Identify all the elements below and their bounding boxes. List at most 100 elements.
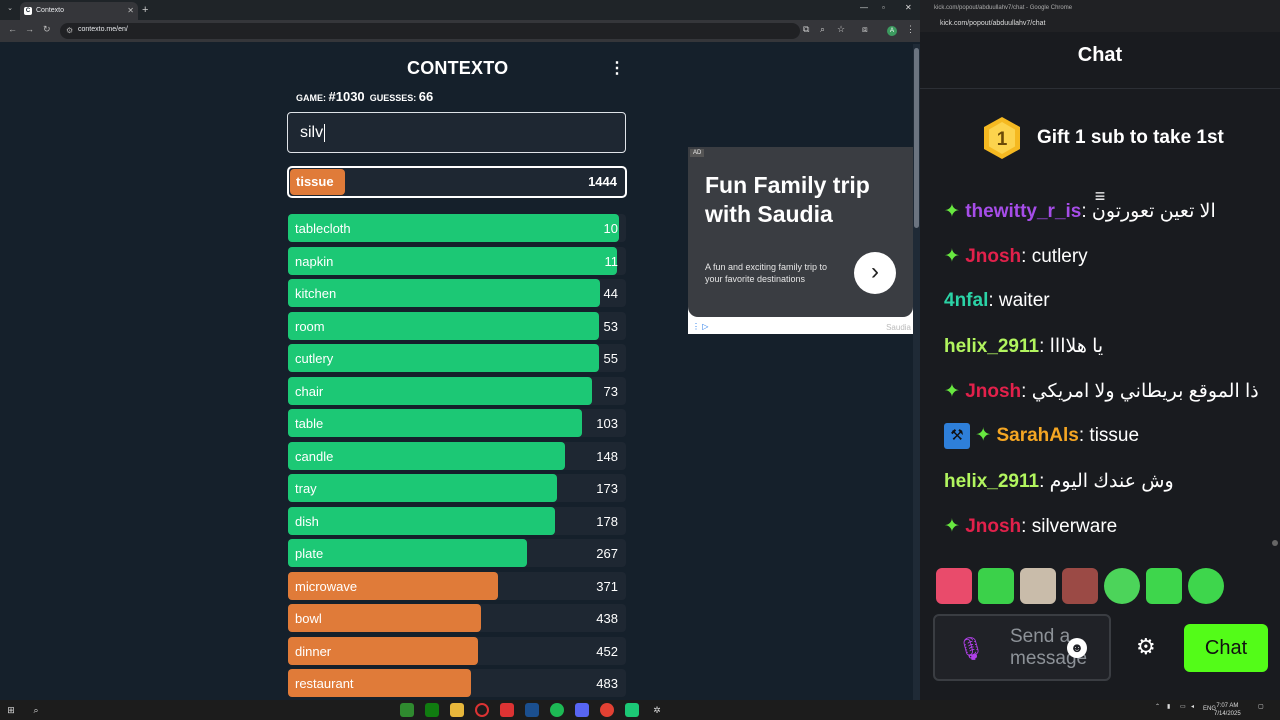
page-scrollbar-thumb[interactable] <box>914 48 919 228</box>
contexto-browser-window: ⌄ C Contexto ✕ + — ▫ ✕ ← → ↻ ⚙ contexto.… <box>0 0 920 700</box>
guess-rank: 178 <box>596 513 618 529</box>
chat-message: ✦ Jnosh: ذا الموقع بريطاني ولا امريكي <box>944 381 1259 402</box>
emote-glasses-icon[interactable] <box>1104 568 1140 604</box>
text-caret <box>324 123 326 142</box>
sparkle-badge-icon: ✦ <box>944 201 960 222</box>
chat-username[interactable]: Jnosh <box>965 516 1022 537</box>
chat-settings-gear-icon[interactable]: ⚙ <box>1136 634 1156 659</box>
guess-input[interactable]: silv <box>287 112 626 153</box>
chat-text: cutlery <box>1031 246 1088 267</box>
page-scrollbar[interactable] <box>913 44 920 700</box>
chrome-menu-icon[interactable]: ⋮ <box>906 24 915 34</box>
guess-word: bowl <box>295 611 322 626</box>
game-stats: GAME: #1030 GUESSES: 66 <box>296 89 433 104</box>
language-indicator[interactable]: ENG <box>1203 706 1217 712</box>
tray-network-icon[interactable]: ▭ <box>1180 704 1186 710</box>
chat-heading: Chat <box>1077 44 1123 66</box>
chat-username[interactable]: thewitty_r_is <box>965 201 1082 222</box>
chat-divider <box>920 88 1280 89</box>
zoom-icon[interactable]: ⌕ <box>820 24 826 34</box>
chat-username[interactable]: 4nfal <box>944 290 989 311</box>
guess-rank: 267 <box>596 546 618 561</box>
emote-sleepy-icon[interactable] <box>978 568 1014 604</box>
chrome-icon[interactable] <box>600 703 614 717</box>
clock[interactable]: 7:07 AM 7/14/2025 <box>1214 702 1241 718</box>
xbox-icon[interactable] <box>425 703 439 717</box>
app-green-icon[interactable] <box>625 703 639 717</box>
chat-username[interactable]: SarahAls <box>996 425 1079 447</box>
steam-icon[interactable] <box>525 703 539 717</box>
microphone-icon[interactable]: 🎙 <box>957 636 985 661</box>
tray-chevron-icon[interactable]: ⌃ <box>1155 704 1161 710</box>
chat-username[interactable]: Jnosh <box>965 381 1022 402</box>
close-tab-icon[interactable]: ✕ <box>127 6 134 15</box>
chat-url: kick.com/popout/abduullahv7/chat <box>920 16 1280 32</box>
back-icon[interactable]: ← <box>8 24 17 34</box>
emote-angry-icon[interactable] <box>1146 568 1182 604</box>
install-icon[interactable]: ⧉ <box>803 24 810 34</box>
chat-message-partial: ✦ thewitty_r_is: الا تعين تعورتون <box>944 201 1216 222</box>
chat-username[interactable]: helix_2911 <box>944 471 1040 492</box>
chat-username[interactable]: helix_2911 <box>944 336 1040 357</box>
send-chat-button[interactable]: Chat <box>1184 624 1268 672</box>
ad-banner[interactable]: AD Fun Family trip with Saudia A fun and… <box>688 147 913 334</box>
guess-bar <box>288 571 498 600</box>
minimize-icon[interactable]: — <box>860 3 868 12</box>
windows-start-icon[interactable]: ⊞ <box>7 705 15 715</box>
extensions-icon[interactable]: ⧈ <box>862 24 868 34</box>
guess-rank: 371 <box>596 578 618 594</box>
last-guess-bar <box>290 169 345 195</box>
emote-hands-icon[interactable] <box>936 568 972 604</box>
guess-bar <box>288 441 565 470</box>
forward-icon[interactable]: → <box>25 24 34 34</box>
address-bar: ← → ↻ ⚙ contexto.me/en/ ⧉ ⌕ ☆ ⧈ A ⋮ <box>0 20 920 42</box>
guess-word: napkin <box>295 253 334 269</box>
guess-rank: 53 <box>603 318 618 334</box>
close-window-icon[interactable]: ✕ <box>905 3 912 12</box>
guess-word: microwave <box>295 578 358 594</box>
guess-bar <box>288 409 582 437</box>
collapse-pinned-icon[interactable]: ≡ <box>1094 186 1106 206</box>
ad-brand: Saudia <box>886 323 911 332</box>
gift-rank-badge-icon: 1 <box>984 117 1020 159</box>
chat-username[interactable]: Jnosh <box>965 246 1022 267</box>
clock-time: 7:07 AM <box>1216 703 1239 709</box>
tab-contexto[interactable]: C Contexto ✕ <box>20 2 138 20</box>
tray-usb-icon[interactable]: ▮ <box>1167 704 1171 710</box>
search-icon[interactable]: ⌕ <box>33 705 39 715</box>
discord-icon[interactable] <box>575 703 589 717</box>
ad-arrow-icon[interactable]: › <box>854 252 896 294</box>
file-explorer-icon[interactable] <box>450 703 464 717</box>
tray-volume-icon[interactable]: ◂ <box>1191 704 1195 710</box>
emote-brick-icon[interactable] <box>1062 568 1098 604</box>
guess-bar <box>288 669 471 697</box>
game-label: GAME: <box>296 93 326 103</box>
app-red-icon[interactable] <box>500 703 514 717</box>
menu-icon[interactable]: ⋮ <box>609 60 625 77</box>
profile-avatar[interactable]: A <box>887 26 897 36</box>
chat-message: helix_2911: يا هلاااا <box>944 336 1104 357</box>
chat-message: ⚒ ✦ SarahAls: tissue <box>944 423 1139 449</box>
guess-bar <box>288 214 619 242</box>
ad-creative[interactable]: AD Fun Family trip with Saudia A fun and… <box>688 147 913 317</box>
adchoices-icon[interactable]: ⋮ ▷ <box>692 322 709 331</box>
new-tab-icon[interactable]: + <box>142 4 149 16</box>
reload-icon[interactable]: ↻ <box>43 24 51 34</box>
chat-input[interactable]: 🎙 Send a message ☻ <box>933 614 1111 681</box>
nvidia-icon[interactable] <box>400 703 414 717</box>
tab-search-icon[interactable]: ⌄ <box>7 5 13 12</box>
emote-smile-icon[interactable] <box>1188 568 1224 604</box>
guess-bar <box>288 344 599 372</box>
emote-hamster-icon[interactable] <box>1020 568 1056 604</box>
bookmark-star-icon[interactable]: ☆ <box>837 24 846 34</box>
emoji-picker-icon[interactable]: ☻ <box>1067 638 1087 658</box>
maximize-icon[interactable]: ▫ <box>882 3 885 12</box>
site-info-icon[interactable]: ⚙ <box>66 26 74 35</box>
url-field[interactable]: ⚙ contexto.me/en/ <box>60 23 800 39</box>
guess-word: dish <box>295 513 319 529</box>
app-gear-icon[interactable]: ✲ <box>653 705 661 715</box>
chat-scroll-indicator[interactable] <box>1272 540 1278 546</box>
spotify-icon[interactable] <box>550 703 564 717</box>
opera-icon[interactable] <box>475 703 489 717</box>
notifications-icon[interactable]: ▢ <box>1258 704 1264 710</box>
